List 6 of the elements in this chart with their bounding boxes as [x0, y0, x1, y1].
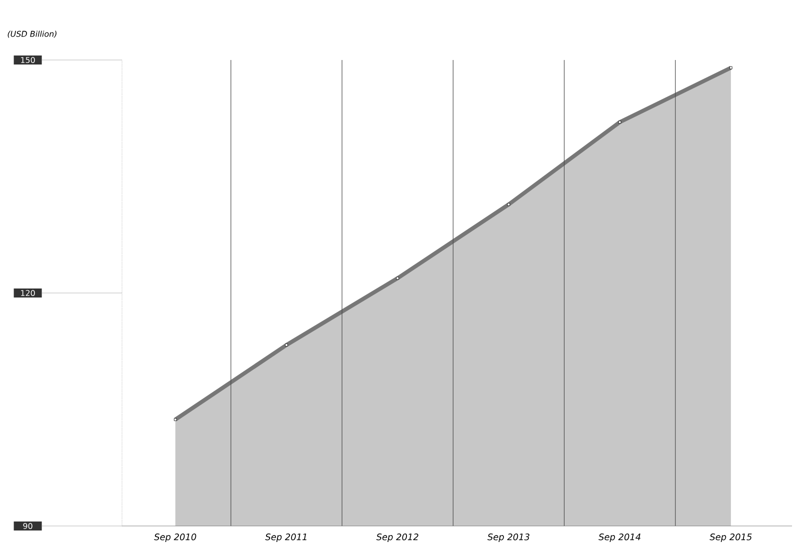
x-tick-label: Sep 2014 — [598, 534, 640, 542]
x-tick-label: Sep 2010 — [154, 534, 196, 542]
x-tick-label: Sep 2012 — [376, 534, 418, 542]
x-tick-label: Sep 2011 — [265, 534, 306, 542]
x-tick-label: Sep 2015 — [710, 534, 752, 542]
x-tick-label: Sep 2013 — [487, 534, 530, 542]
